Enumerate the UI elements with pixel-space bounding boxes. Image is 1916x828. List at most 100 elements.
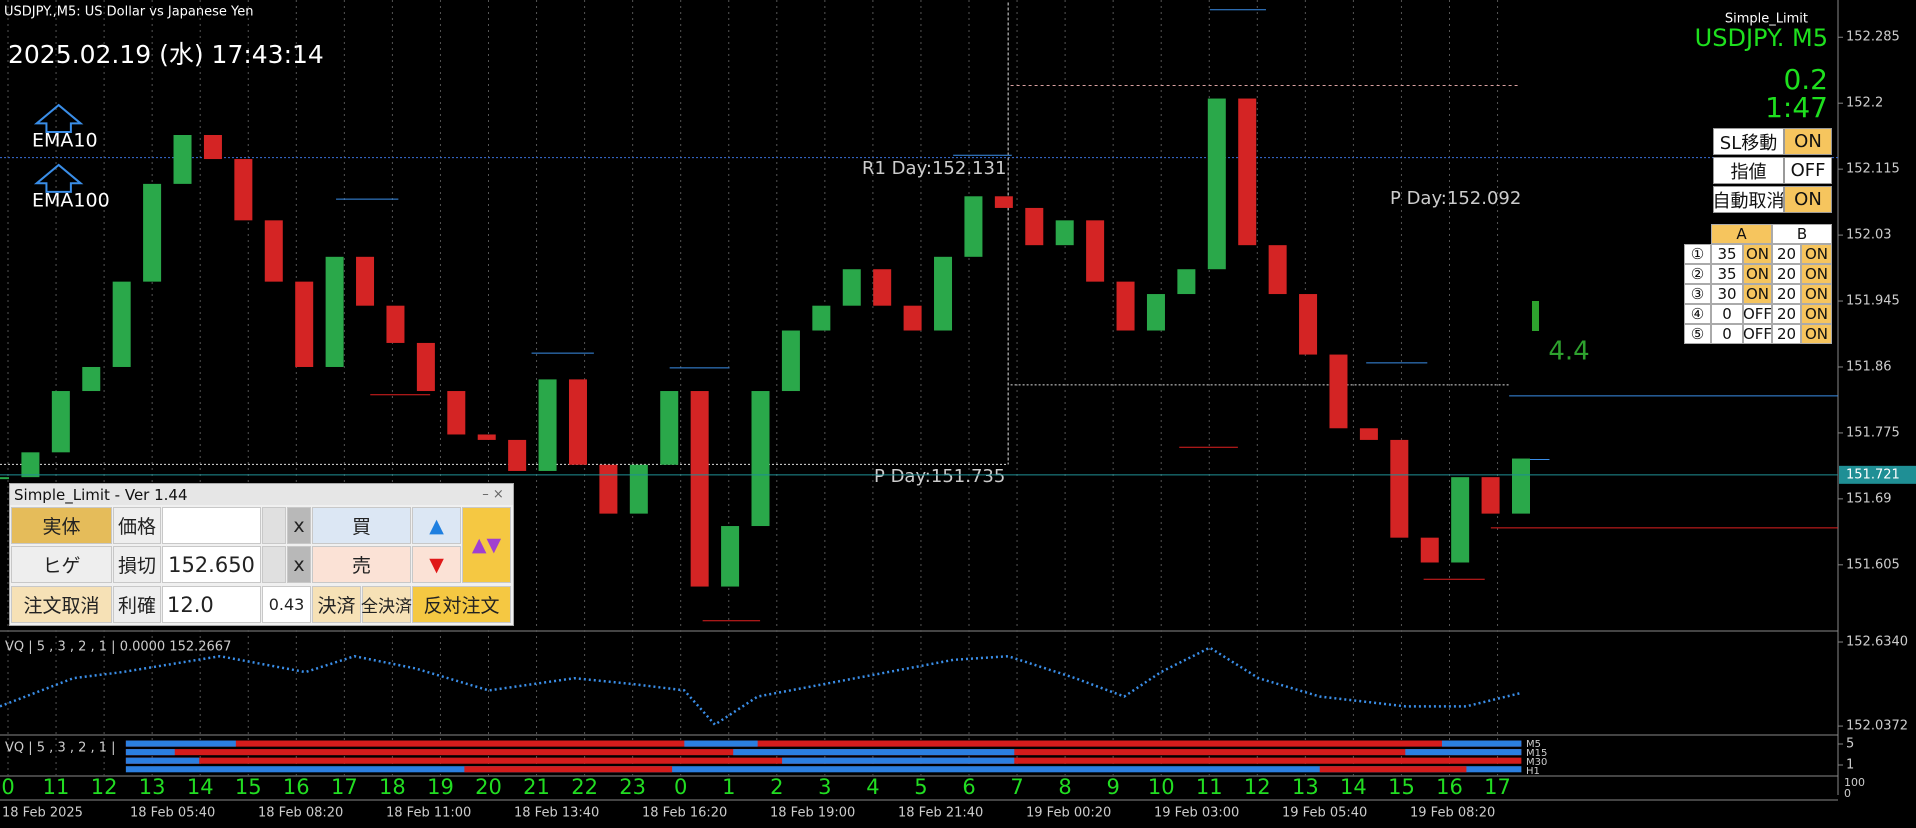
price-bar xyxy=(386,305,405,343)
toggle-label[interactable]: 指値 xyxy=(1713,157,1784,184)
sl-input[interactable]: 152.650 xyxy=(162,546,261,583)
price-marks xyxy=(0,98,1530,587)
level-label: P Day:151.735 xyxy=(874,466,1005,487)
price-bar xyxy=(203,135,222,160)
vq-tick-label: 1 xyxy=(1846,758,1854,773)
price-bar xyxy=(1025,207,1044,246)
hour-label: 12 xyxy=(91,775,118,799)
close-all-button[interactable]: 全決済 xyxy=(361,586,412,623)
clear-button[interactable]: x xyxy=(287,546,311,583)
price-bar xyxy=(690,391,709,587)
time-label: 18 Feb 16:20 xyxy=(642,806,727,821)
close-button[interactable]: 決済 xyxy=(312,586,361,623)
price-bar xyxy=(1177,269,1196,295)
hour-label: 9 xyxy=(1106,775,1119,799)
up-button[interactable]: ▲ xyxy=(412,507,461,544)
price-tick-label: 151.775 xyxy=(1846,425,1900,440)
price-bar xyxy=(1238,98,1257,246)
hour-label: 16 xyxy=(283,775,310,799)
price-bar xyxy=(964,196,983,257)
panel-controls[interactable]: – × xyxy=(482,487,504,502)
table-cell: B xyxy=(1772,224,1832,244)
level-lines xyxy=(0,2,1838,724)
hour-label: 21 xyxy=(523,775,550,799)
table-cell: 35 xyxy=(1711,264,1743,284)
price-input[interactable] xyxy=(162,507,261,544)
timeframe-label: M5 xyxy=(1526,739,1541,750)
sell-button[interactable]: 売 xyxy=(312,546,411,583)
hour-label: 19 xyxy=(427,775,454,799)
price-bar xyxy=(1329,354,1348,429)
indicator-label: VQ | 5 , 3 , 2 , 1 | 0.0000 152.2667 xyxy=(5,640,231,655)
hour-label: 0 xyxy=(1,775,14,799)
button[interactable]: ヒゲ xyxy=(11,546,112,583)
price-bar xyxy=(1451,477,1470,563)
hour-label: 14 xyxy=(187,775,214,799)
ema-label: EMA10 xyxy=(32,130,98,152)
time-label: 18 Feb 05:40 xyxy=(130,806,215,821)
table-cell: ③ xyxy=(1684,284,1711,304)
table-cell: ON xyxy=(1801,304,1832,324)
price-tick-label: 151.86 xyxy=(1846,359,1892,374)
table-cell: 20 xyxy=(1772,304,1801,324)
toggle-state[interactable]: ON xyxy=(1784,128,1832,155)
price-bar xyxy=(356,256,375,306)
hour-label: 17 xyxy=(1484,775,1511,799)
time-label: 19 Feb 00:20 xyxy=(1026,806,1111,821)
label: 損切 xyxy=(113,546,161,583)
price-bar xyxy=(1512,458,1530,514)
price-bar xyxy=(599,464,618,514)
price-bar xyxy=(751,391,770,527)
clear-button[interactable]: x xyxy=(287,507,311,544)
table-cell: ON xyxy=(1743,264,1772,284)
toggle-state[interactable]: ON xyxy=(1784,186,1832,213)
level-label: R1 Day:152.131 xyxy=(862,158,1006,179)
price-bar xyxy=(1390,439,1409,538)
price-bar xyxy=(82,366,101,392)
price-bar xyxy=(1086,220,1105,282)
vq-strength-bars xyxy=(125,740,1522,773)
table-cell: ON xyxy=(1801,324,1832,344)
current-price-label: 151.721 xyxy=(1846,467,1900,482)
vq-tick-label: 152.6340 xyxy=(1846,635,1908,650)
price-bar xyxy=(538,379,557,471)
hour-label: 6 xyxy=(962,775,975,799)
price-bar xyxy=(568,379,587,465)
table-cell: A xyxy=(1711,224,1772,244)
hour-scale-label: 100 xyxy=(1844,776,1865,789)
price-bar xyxy=(1055,220,1074,246)
hour-label: 5 xyxy=(914,775,927,799)
price-bar xyxy=(812,305,831,331)
price-tick-label: 151.605 xyxy=(1846,557,1900,572)
spacer xyxy=(262,507,286,544)
down-button[interactable]: ▼ xyxy=(412,546,461,583)
button[interactable]: 実体 xyxy=(11,507,112,544)
price-bar xyxy=(1299,294,1318,355)
buy-button[interactable]: 買 xyxy=(312,507,411,544)
price-bar xyxy=(51,391,70,453)
vq-tick-label: 5 xyxy=(1846,736,1854,751)
toggle-label[interactable]: SL移動 xyxy=(1713,128,1784,155)
price-bar xyxy=(143,183,162,282)
toggle-state[interactable]: OFF xyxy=(1784,157,1832,184)
spread: 0.2 xyxy=(1783,63,1828,96)
table-cell: 20 xyxy=(1772,264,1801,284)
toggle-label[interactable]: 自動取消 xyxy=(1713,186,1785,213)
table-cell: OFF xyxy=(1742,324,1773,344)
price-tick-label: 152.2 xyxy=(1846,96,1883,111)
table-cell: ④ xyxy=(1684,304,1711,324)
toggle-button[interactable]: ▲▼ xyxy=(462,507,511,583)
hour-label: 7 xyxy=(1010,775,1023,799)
indicator-label: VQ | 5 , 3 , 2 , 1 | xyxy=(5,741,116,756)
hour-label: 23 xyxy=(619,775,646,799)
price-tick-label: 151.69 xyxy=(1846,491,1892,506)
cancel-button[interactable]: 注文取消 xyxy=(11,586,112,623)
label: 価格 xyxy=(113,507,161,544)
symbol-label: USDJPY. M5 xyxy=(1695,24,1828,52)
table-cell: ON xyxy=(1743,284,1772,304)
hour-label: 11 xyxy=(1196,775,1223,799)
reverse-button[interactable]: 反対注文 xyxy=(412,586,511,623)
tp-input[interactable]: 12.0 xyxy=(162,586,261,623)
price-bar xyxy=(295,281,314,367)
